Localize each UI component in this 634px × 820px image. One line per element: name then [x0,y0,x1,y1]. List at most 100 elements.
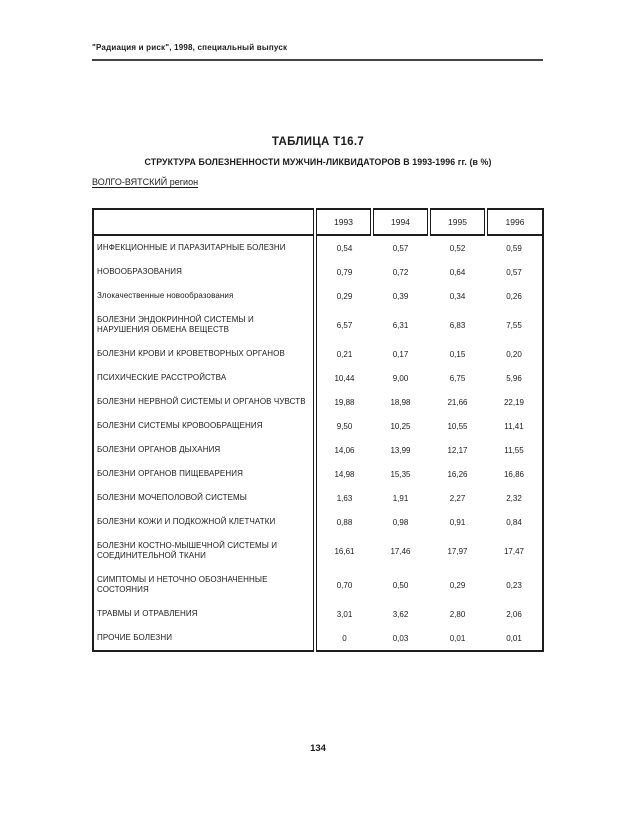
value-cell: 0,20 [506,349,522,359]
value-cell: 0,54 [336,243,353,253]
value-cell: 22,19 [503,397,525,407]
value-cell: 3,01 [336,609,353,619]
value-cell: 14,06 [334,445,355,455]
value-cell: 17,97 [447,546,468,556]
value-cell: 0,70 [336,580,353,590]
value-cell: 10,25 [390,421,411,431]
value-cell: 17,46 [390,546,411,556]
value-cell: 2,32 [506,493,522,503]
value-cell: 0,15 [449,349,466,359]
table-row: Злокачественные новообразования 0,29 0,39 0… [93,284,543,308]
value-cell: 2,80 [449,609,466,619]
header-rule [92,59,543,61]
value-cell: 0,34 [449,291,466,301]
value-cell: 0,21 [336,349,353,359]
value-cell: 2,06 [506,609,522,619]
value-cell: 9,50 [336,421,353,431]
value-cell: 0,01 [449,633,466,643]
year-header-1994: 1994 [370,209,429,236]
value-cell: 10,44 [334,373,355,383]
table-row: ПСИХИЧЕСКИЕ РАССТРОЙСТВА 10,44 9,00 6,75 5,9… [93,366,543,390]
table-row: ИНФЕКЦИОННЫЕ И ПАРАЗИТАРНЫЕ БОЛЕЗНИ 0,54 0… [93,235,543,260]
value-cell: 0,01 [506,633,522,643]
disease-label-cell: БОЛЕЗНИ ЭНДОКРИННОЙ СИСТЕМЫ И НАРУШЕНИЯ … [93,308,317,342]
value-cell: 0,29 [336,291,353,301]
value-cell: 16,86 [503,469,525,479]
value-cell: 1,91 [392,493,409,503]
value-cell: 13,99 [390,445,411,455]
table-row: БОЛЕЗНИ ЭНДОКРИННОЙ СИСТЕМЫ И НАРУШЕНИЯ … [93,308,543,342]
table-row: БОЛЕЗНИ НЕРВНОЙ СИСТЕМЫ И ОРГАНОВ ЧУВСТВ… [93,390,543,414]
value-cell: 0,39 [392,291,409,301]
value-cell: 0,26 [506,291,522,301]
value-cell: 5,96 [506,373,522,383]
value-cell: 10,55 [447,421,468,431]
value-cell: 6,75 [449,373,466,383]
disease-label-cell: БОЛЕЗНИ ОРГАНОВ ПИЩЕВАРЕНИЯ [93,462,317,486]
value-cell: 0,57 [506,267,522,277]
journal-header: "Радиация и риск", 1998, специальный вып… [92,43,288,52]
table-row: НОВООБРАЗОВАНИЯ 0,79 0,72 0,64 0,57 [93,260,543,284]
value-cell: 0,52 [449,243,466,253]
empty-header-cell [93,209,315,236]
year-header-1996: 1996 [484,209,543,236]
disease-label-cell: БОЛЕЗНИ НЕРВНОЙ СИСТЕМЫ И ОРГАНОВ ЧУВСТВ [93,390,317,414]
value-cell: 19,88 [334,397,355,407]
table-row: БОЛЕЗНИ СИСТЕМЫ КРОВООБРАЩЕНИЯ 9,50 10,25 1… [93,414,543,438]
table-subtitle: СТРУКТУРА БОЛЕЗНЕННОСТИ МУЖЧИН-ЛИКВИДАТО… [144,157,492,167]
value-cell: 3,62 [392,609,409,619]
table-body: ИНФЕКЦИОННЫЕ И ПАРАЗИТАРНЫЕ БОЛЕЗНИ 0,54 0… [93,235,543,651]
value-cell: 6,57 [336,320,353,330]
value-cell: 14,98 [334,469,355,479]
disease-label-cell: БОЛЕЗНИ КРОВИ И КРОВЕТВОРНЫХ ОРГАНОВ [93,342,317,366]
year-header-1995: 1995 [427,209,486,236]
value-cell: 6,31 [392,320,409,330]
value-cell: 6,83 [449,320,466,330]
value-cell: 0,79 [336,267,353,277]
table-row: БОЛЕЗНИ КОСТНО-МЫШЕЧНОЙ СИСТЕМЫ И СОЕДИН… [93,534,543,568]
value-cell: 0 [342,633,347,643]
region-label: ВОЛГО-ВЯТСКИЙ регион [92,177,199,187]
table-row: ТРАВМЫ И ОТРАВЛЕНИЯ 3,01 3,62 2,80 2,06 [93,602,543,626]
morbidity-table: 1993 1994 1995 1996 ИНФЕКЦИОННЫЕ И ПАРАЗИТА… [92,208,544,652]
value-cell: 11,55 [504,445,524,455]
value-cell: 0,88 [336,517,353,527]
value-cell: 1,63 [336,493,353,503]
value-cell: 0,72 [392,267,409,277]
disease-label-cell: Злокачественные новообразования [93,284,317,308]
disease-label-cell: БОЛЕЗНИ МОЧЕПОЛОВОЙ СИСТЕМЫ [93,486,317,510]
table-header-row: 1993 1994 1995 1996 [93,209,543,236]
value-cell: 0,91 [449,517,466,527]
value-cell: 0,98 [392,517,409,527]
value-cell: 0,84 [506,517,522,527]
value-cell: 0,23 [506,580,522,590]
disease-label-cell: БОЛЕЗНИ СИСТЕМЫ КРОВООБРАЩЕНИЯ [93,414,317,438]
value-cell: 12,17 [447,445,468,455]
value-cell: 0,29 [449,580,466,590]
value-cell: 0,17 [392,349,409,359]
value-cell: 11,41 [504,421,524,431]
value-cell: 16,61 [334,546,355,556]
table-title: ТАБЛИЦА Т16.7 [271,136,365,148]
value-cell: 0,59 [506,243,522,253]
year-header-1993: 1993 [313,209,372,236]
disease-label-cell: ПРОЧИЕ БОЛЕЗНИ [93,626,317,651]
value-cell: 0,57 [392,243,409,253]
disease-label-cell: ПСИХИЧЕСКИЕ РАССТРОЙСТВА [93,366,317,390]
disease-label-cell: БОЛЕЗНИ КОЖИ И ПОДКОЖНОЙ КЛЕТЧАТКИ [93,510,317,534]
table-row: БОЛЕЗНИ ОРГАНОВ ДЫХАНИЯ 14,06 13,99 12,17 11… [93,438,543,462]
value-cell: 0,64 [449,267,466,277]
value-cell: 0,50 [392,580,409,590]
morbidity-table-wrap: 1993 1994 1995 1996 ИНФЕКЦИОННЫЕ И ПАРАЗИТА… [92,208,544,652]
disease-label-cell: БОЛЕЗНИ ОРГАНОВ ДЫХАНИЯ [93,438,317,462]
value-cell: 16,26 [447,469,468,479]
table-row: БОЛЕЗНИ КРОВИ И КРОВЕТВОРНЫХ ОРГАНОВ 0,21… [93,342,543,366]
value-cell: 7,55 [506,320,522,330]
table-row: СИМПТОМЫ И НЕТОЧНО ОБОЗНАЧЕННЫЕ СОСТОЯНИ… [93,568,543,602]
value-cell: 18,98 [390,397,411,407]
table-row: БОЛЕЗНИ ОРГАНОВ ПИЩЕВАРЕНИЯ 14,98 15,35 16,… [93,462,543,486]
value-cell: 21,66 [447,397,468,407]
page-number: 134 [310,743,326,754]
value-cell: 17,47 [503,546,525,556]
